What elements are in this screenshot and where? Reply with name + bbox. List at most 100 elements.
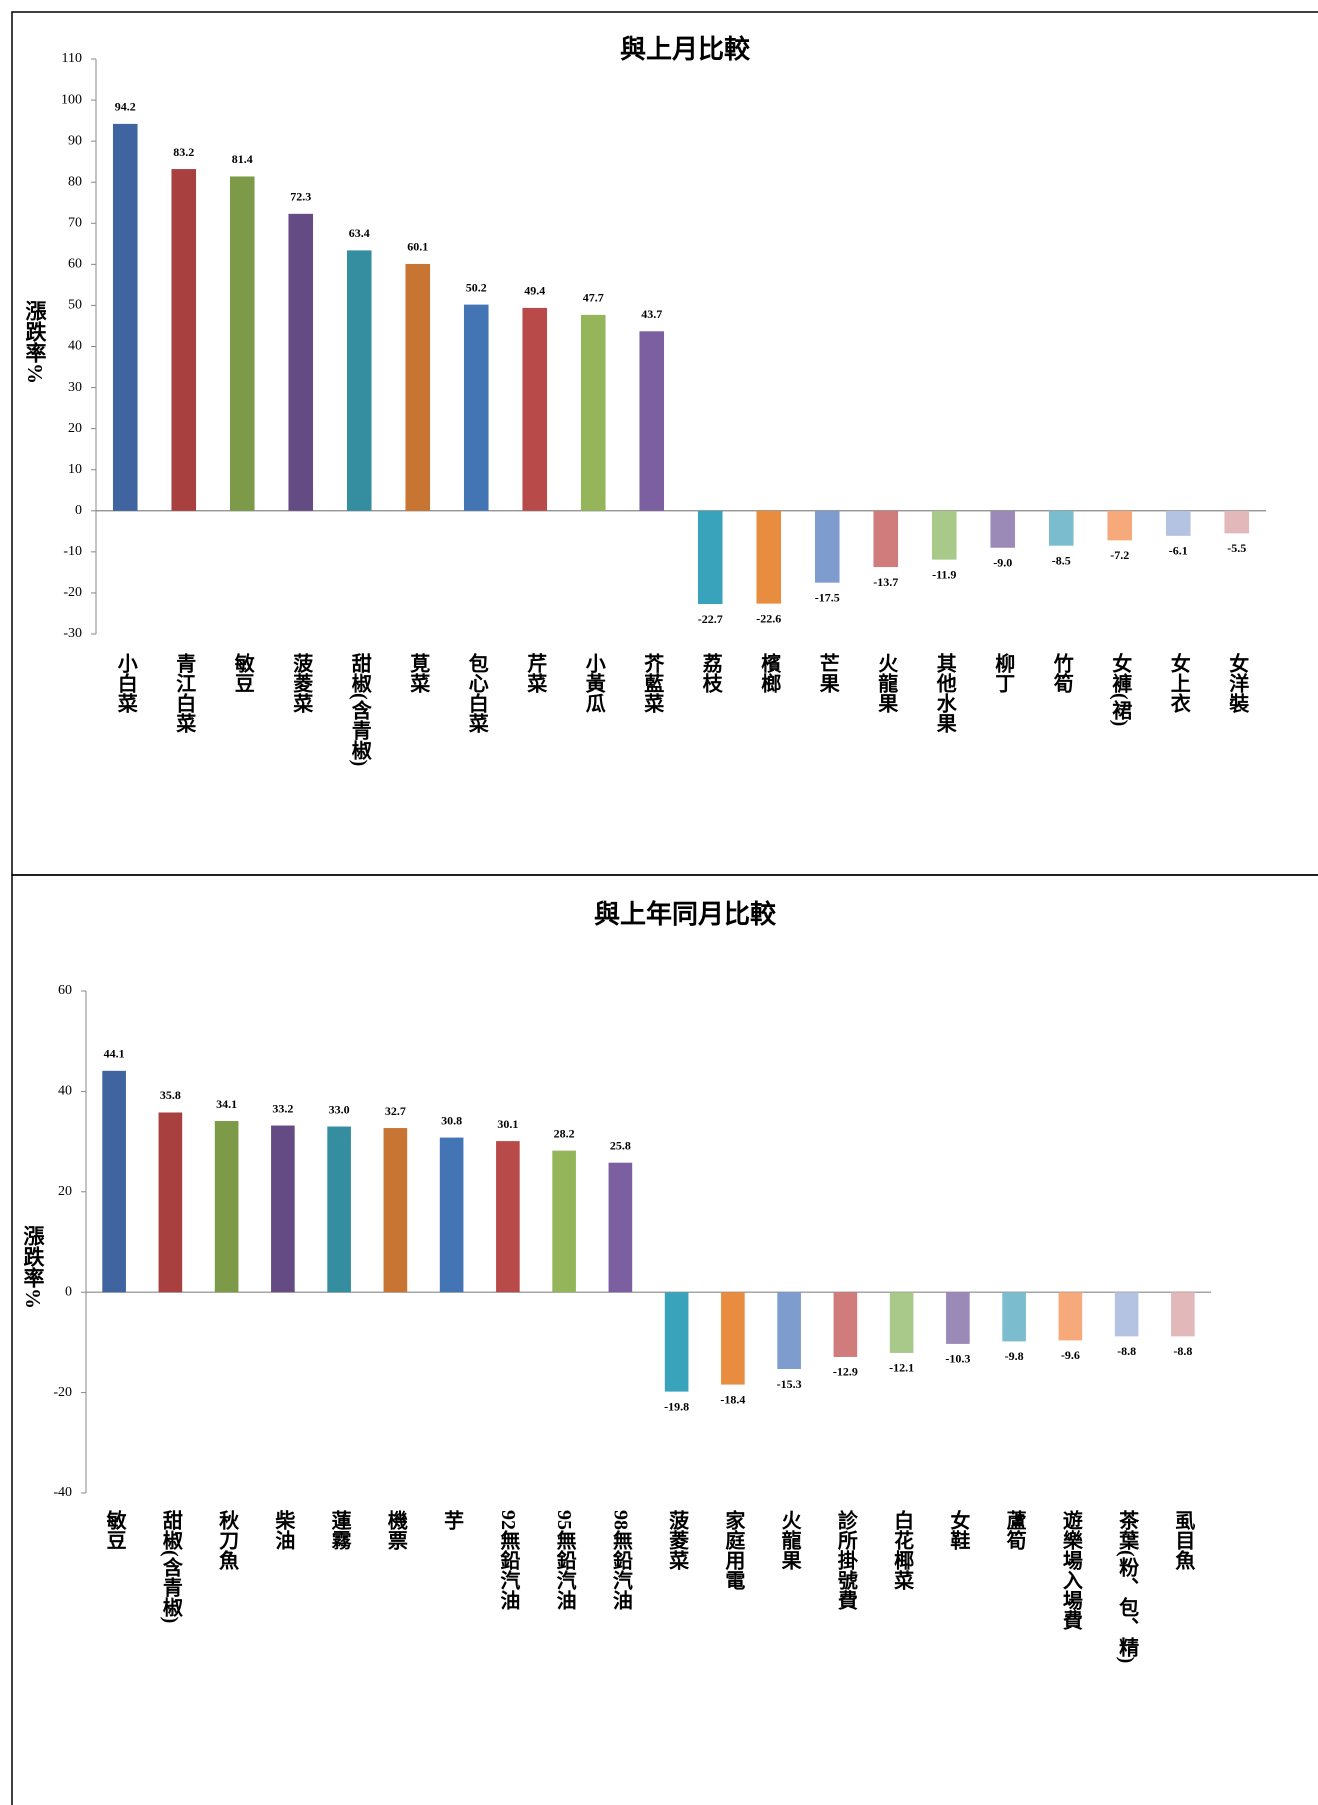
bar bbox=[1002, 1292, 1026, 1342]
bar bbox=[833, 1292, 858, 1357]
value-label: 43.7 bbox=[641, 307, 662, 321]
y-tick-label: 0 bbox=[65, 1284, 72, 1299]
bar bbox=[777, 1292, 801, 1370]
value-label: -5.5 bbox=[1227, 541, 1246, 555]
x-tick-label: 蘆筍 bbox=[1003, 1510, 1026, 1550]
x-tick-label: 機票 bbox=[384, 1510, 407, 1550]
x-tick-label: 女上衣 bbox=[1167, 652, 1190, 714]
bar bbox=[756, 510, 782, 604]
bar bbox=[1058, 1292, 1083, 1341]
value-label: -18.4 bbox=[720, 1392, 745, 1406]
bar bbox=[522, 307, 548, 511]
x-tick-label: 竹筍 bbox=[1050, 652, 1074, 693]
x-tick-label: 柳丁 bbox=[992, 652, 1015, 694]
value-label: -12.9 bbox=[833, 1365, 858, 1379]
bar bbox=[271, 1125, 295, 1293]
bar bbox=[346, 250, 372, 511]
x-tick-label: 遊樂場入場費 bbox=[1059, 1509, 1082, 1631]
value-label: 72.3 bbox=[290, 190, 311, 204]
bar bbox=[1114, 1292, 1139, 1337]
bar bbox=[552, 1150, 576, 1293]
x-tick-label: 女褲(裙) bbox=[1109, 652, 1132, 727]
bar bbox=[158, 1112, 183, 1293]
y-axis-label: 漲跌率% bbox=[23, 300, 47, 384]
value-label: -15.3 bbox=[777, 1377, 802, 1391]
value-label: -10.3 bbox=[945, 1352, 970, 1366]
x-tick-label: 98無鉛汽油 bbox=[609, 1510, 632, 1611]
x-tick-label: 甜椒(含青椒) bbox=[348, 653, 371, 767]
bar bbox=[608, 1162, 633, 1293]
x-tick-label: 包心白菜 bbox=[465, 652, 489, 734]
y-tick-label: 70 bbox=[68, 216, 82, 231]
x-tick-label: 秋刀魚 bbox=[216, 1510, 239, 1571]
value-label: -19.8 bbox=[664, 1399, 689, 1413]
value-label: 25.8 bbox=[610, 1138, 631, 1152]
value-label: -13.7 bbox=[873, 575, 898, 589]
x-tick-label: 95無鉛汽油 bbox=[553, 1510, 576, 1611]
x-tick-label: 家庭用電 bbox=[722, 1509, 745, 1590]
bar bbox=[383, 1128, 408, 1293]
value-label: 30.8 bbox=[441, 1113, 462, 1127]
x-tick-label: 92無鉛汽油 bbox=[497, 1510, 520, 1611]
bar bbox=[873, 510, 899, 568]
value-label: 33.0 bbox=[329, 1102, 350, 1116]
value-label: 28.2 bbox=[554, 1126, 575, 1140]
bar bbox=[889, 1292, 914, 1353]
value-label: 83.2 bbox=[173, 145, 194, 159]
value-label: 50.2 bbox=[466, 280, 487, 294]
value-label: -8.8 bbox=[1117, 1344, 1136, 1358]
y-tick-label: 60 bbox=[58, 983, 72, 998]
value-label: -11.9 bbox=[932, 567, 956, 581]
x-tick-label: 檳榔 bbox=[758, 652, 781, 694]
x-tick-label: 白花椰菜 bbox=[891, 1509, 915, 1591]
bar bbox=[463, 304, 489, 511]
y-tick-label: 110 bbox=[62, 51, 82, 66]
value-label: 60.1 bbox=[407, 240, 428, 254]
value-label: 47.7 bbox=[583, 291, 604, 305]
bar bbox=[1224, 510, 1250, 534]
bar bbox=[721, 1292, 745, 1385]
x-tick-label: 芋 bbox=[441, 1510, 464, 1530]
bar bbox=[405, 263, 431, 511]
value-label: 94.2 bbox=[115, 100, 136, 114]
bar bbox=[1048, 510, 1074, 546]
value-label: -8.8 bbox=[1173, 1344, 1192, 1358]
bar bbox=[439, 1137, 464, 1293]
y-tick-label: -20 bbox=[63, 585, 82, 600]
bar bbox=[990, 510, 1016, 548]
y-tick-label: 40 bbox=[58, 1084, 72, 1099]
x-tick-label: 芒果 bbox=[816, 653, 839, 694]
x-tick-label: 敏豆 bbox=[103, 1509, 127, 1550]
y-tick-label: -40 bbox=[53, 1485, 72, 1500]
y-tick-label: 60 bbox=[68, 257, 82, 272]
value-label: -12.1 bbox=[889, 1361, 914, 1375]
value-label: -22.6 bbox=[756, 611, 781, 625]
bar bbox=[1165, 510, 1191, 536]
x-tick-label: 火龍果 bbox=[778, 1510, 801, 1571]
y-tick-label: 10 bbox=[68, 462, 82, 477]
value-label: -8.5 bbox=[1052, 553, 1071, 567]
x-tick-label: 青江白菜 bbox=[173, 653, 197, 734]
value-label: -9.6 bbox=[1061, 1348, 1080, 1362]
panel-frame bbox=[11, 11, 1318, 876]
value-label: 49.4 bbox=[524, 284, 545, 298]
panel-frame bbox=[11, 874, 1318, 1805]
value-label: -9.0 bbox=[993, 556, 1012, 570]
x-tick-label: 火龍果 bbox=[875, 653, 898, 714]
y-tick-label: 40 bbox=[68, 339, 82, 354]
x-tick-label: 莧菜 bbox=[407, 652, 431, 694]
x-tick-label: 女洋裝 bbox=[1226, 652, 1250, 714]
x-tick-label: 芥藍菜 bbox=[641, 653, 665, 714]
y-tick-label: 20 bbox=[58, 1184, 72, 1199]
bar bbox=[697, 510, 723, 605]
y-axis-label: 漲跌率% bbox=[21, 1225, 45, 1309]
x-tick-label: 敏豆 bbox=[231, 652, 255, 693]
y-tick-label: -30 bbox=[63, 626, 82, 641]
x-tick-label: 菠菱菜 bbox=[666, 1510, 690, 1571]
value-label: 81.4 bbox=[232, 152, 253, 166]
bar bbox=[214, 1121, 239, 1293]
bar bbox=[580, 314, 606, 511]
bar bbox=[288, 213, 314, 511]
y-tick-label: 0 bbox=[75, 503, 82, 518]
